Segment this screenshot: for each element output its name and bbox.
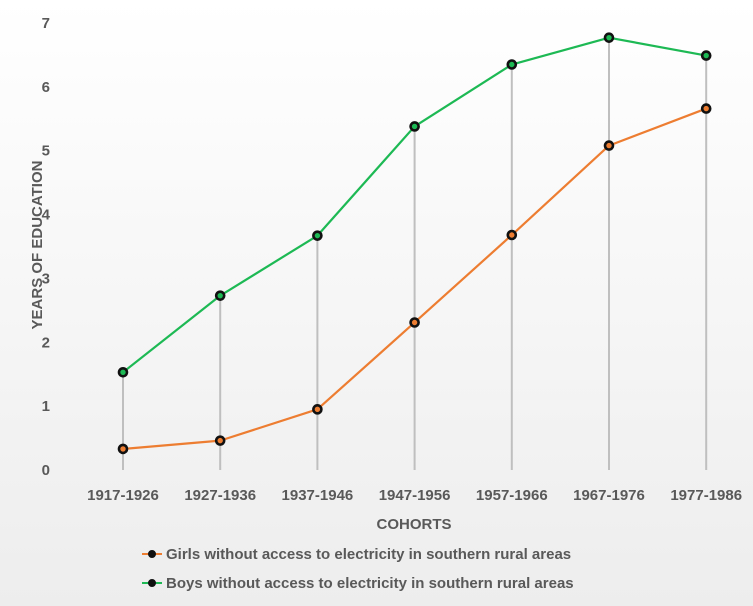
y-tick-label: 3 <box>42 270 50 287</box>
legend-marker <box>148 550 156 558</box>
x-tick-label: 1927-1936 <box>184 487 256 504</box>
y-tick-label: 7 <box>42 15 50 32</box>
data-point[interactable] <box>603 140 615 151</box>
drop-lines <box>122 37 708 470</box>
legend-swatch-girls <box>140 544 164 564</box>
data-point[interactable] <box>409 121 420 132</box>
data-point[interactable] <box>214 435 226 446</box>
y-axis-ticks: 0 1 2 3 4 5 6 7 <box>42 15 51 479</box>
x-tick-label: 1947-1956 <box>379 487 451 504</box>
legend: Girls without access to electricity in s… <box>140 544 574 602</box>
x-tick-label: 1957-1966 <box>476 487 548 504</box>
data-point[interactable] <box>117 443 129 455</box>
y-tick-label: 1 <box>42 398 50 415</box>
y-tick-label: 5 <box>42 143 50 160</box>
legend-label-girls: Girls without access to electricity in s… <box>166 545 572 563</box>
series-girls <box>117 103 712 455</box>
y-tick-label: 6 <box>42 79 50 96</box>
series-layer <box>117 32 712 455</box>
data-point[interactable] <box>312 230 323 241</box>
x-tick-label: 1967-1976 <box>573 487 645 504</box>
data-point[interactable] <box>700 50 712 61</box>
x-tick-label: 1917-1926 <box>87 487 159 504</box>
legend-item-girls[interactable]: Girls without access to electricity in s… <box>140 544 574 564</box>
y-tick-label: 2 <box>42 334 50 351</box>
data-point[interactable] <box>117 366 129 378</box>
data-point[interactable] <box>506 229 518 241</box>
data-point[interactable] <box>214 290 226 301</box>
x-axis-ticks: 1917-1926 1927-1936 1937-1946 1947-1956 1957… <box>87 487 742 504</box>
y-tick-label: 0 <box>42 462 50 479</box>
legend-marker <box>148 579 156 587</box>
legend-label-boys: Boys without access to electricity in so… <box>166 574 574 592</box>
data-point[interactable] <box>603 32 615 43</box>
legend-swatch-boys <box>140 573 164 593</box>
x-axis-title: COHORTS <box>377 516 452 533</box>
data-point[interactable] <box>312 404 323 415</box>
data-point[interactable] <box>506 59 518 70</box>
y-axis-title: YEARS OF EDUCATION <box>29 161 46 330</box>
data-point[interactable] <box>409 317 420 328</box>
data-point[interactable] <box>700 103 712 114</box>
x-tick-label: 1937-1946 <box>282 487 354 504</box>
series-boys <box>117 32 712 378</box>
x-tick-label: 1977-1986 <box>670 487 742 504</box>
legend-item-boys[interactable]: Boys without access to electricity in so… <box>140 573 574 593</box>
y-tick-label: 4 <box>42 207 51 224</box>
